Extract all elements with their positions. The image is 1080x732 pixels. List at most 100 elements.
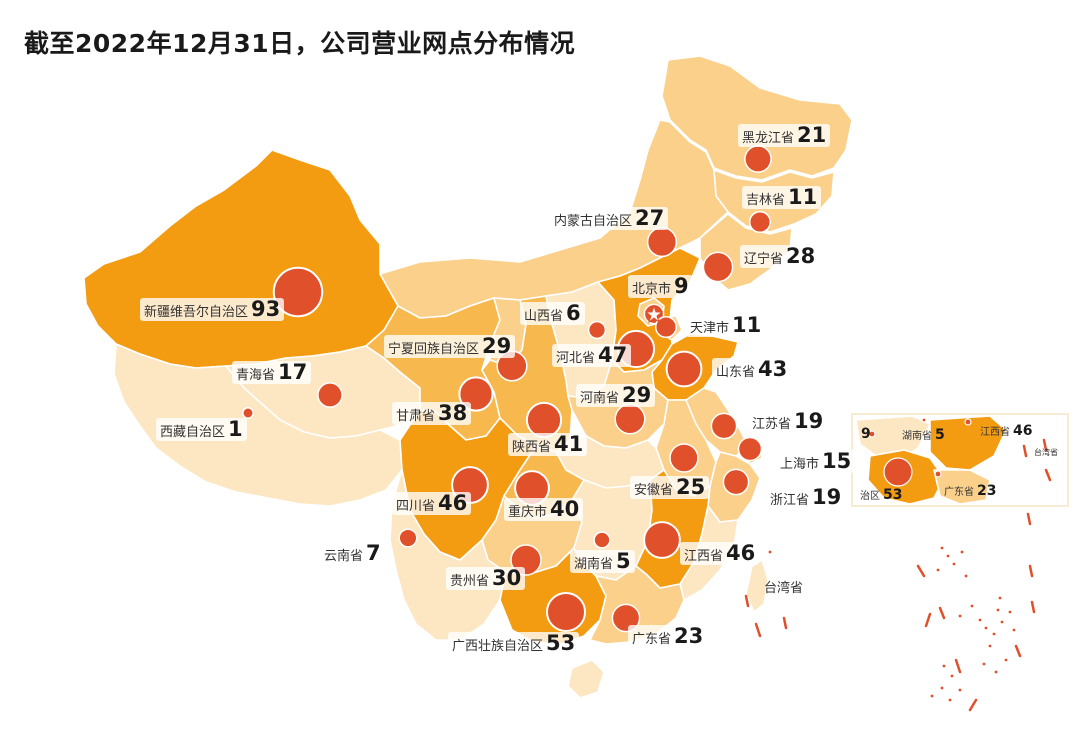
province-count: 25 (676, 475, 706, 499)
province-count: 23 (674, 624, 704, 648)
boundary-dash-9 (1022, 444, 1028, 458)
bubble-河南省[interactable] (614, 403, 646, 435)
province-count: 5 (616, 549, 631, 573)
label-guangxi: 广西壮族自治区 53 (448, 631, 580, 655)
inset-region-east (929, 415, 1007, 471)
inset-label-6: 广东省 23 (940, 482, 1000, 499)
boundary-dash-3 (954, 658, 962, 674)
inset-bubble-3 (883, 457, 913, 487)
label-ningxia: 宁夏回族自治区 29 (384, 334, 516, 358)
label-guangdong: 广东省 23 (628, 624, 708, 648)
province-name: 广东省 (632, 632, 672, 647)
inset-count: 9 (861, 426, 871, 442)
boundary-dash-10 (1042, 438, 1048, 452)
bubble-新疆维吾尔自治区[interactable] (272, 266, 324, 318)
province-name: 内蒙古自治区 (554, 214, 633, 229)
inset-bubble-4 (934, 470, 942, 478)
region-heilongjiang[interactable] (661, 55, 853, 181)
bubble-山东省[interactable] (665, 350, 703, 388)
label-jilin: 吉林省 11 (742, 185, 822, 209)
bubble-内蒙古自治区[interactable] (646, 226, 678, 258)
island-dot-7 (984, 626, 988, 630)
label-neimenggu: 内蒙古自治区 27 (550, 207, 669, 230)
province-name: 浙江省 (770, 493, 810, 508)
inset-name: 湖南省 (902, 431, 932, 442)
province-count: 29 (482, 334, 512, 358)
province-count: 28 (786, 244, 816, 268)
boundary-dash-12 (754, 622, 762, 638)
province-count: 43 (758, 357, 788, 381)
label-yunnan: 云南省 7 (320, 542, 385, 565)
label-hebei: 河北省 47 (552, 344, 632, 367)
inset-name: 江西省 (980, 427, 1010, 438)
bubble-吉林省[interactable] (748, 210, 772, 234)
bubble-青海省[interactable] (317, 382, 343, 408)
bubble-云南省[interactable] (398, 528, 418, 548)
province-name: 宁夏回族自治区 (388, 342, 480, 357)
bubble-黑龙江省[interactable] (744, 145, 772, 173)
inset-bubble-0 (868, 430, 876, 438)
island-dot-19 (940, 686, 944, 690)
province-name: 湖南省 (574, 557, 614, 572)
island-dot-28 (768, 550, 772, 554)
island-dot-2 (952, 562, 956, 566)
bubble-浙江省[interactable] (722, 468, 750, 496)
province-count: 53 (546, 631, 576, 655)
label-shanghai: 上海市 15 (776, 450, 856, 473)
province-count: 11 (788, 185, 818, 209)
island-dot-17 (950, 674, 954, 678)
label-hunan: 湖南省 5 (570, 550, 635, 573)
island-dot-22 (1012, 628, 1016, 632)
inset-name: 广东省 (944, 487, 974, 498)
boundary-dash-2 (924, 612, 932, 628)
province-name: 云南省 (324, 549, 364, 564)
label-henan: 河南省 29 (576, 383, 656, 407)
bubble-山西省[interactable] (587, 320, 607, 340)
island-dot-10 (1008, 610, 1012, 614)
inset-label-4: 台湾省 (1030, 446, 1065, 459)
bubble-西藏自治区[interactable] (242, 407, 254, 419)
bubble-辽宁省[interactable] (702, 251, 734, 283)
inset-label-2: 湖南省 5 (898, 426, 949, 443)
province-name: 台湾省 (764, 581, 804, 596)
inset-label-3: 江西省 46 (976, 422, 1036, 439)
bubble-广东省[interactable] (611, 603, 641, 633)
province-count: 7 (366, 541, 381, 565)
island-dot-9 (1000, 620, 1004, 624)
province-name: 辽宁省 (744, 252, 784, 267)
island-dot-25 (958, 614, 962, 618)
province-name: 西藏自治区 (160, 425, 226, 440)
boundary-dash-7 (1028, 564, 1034, 578)
bubble-天津市[interactable] (654, 315, 678, 339)
bubble-湖南省[interactable] (593, 531, 611, 549)
south-china-sea-islands (744, 438, 1052, 712)
boundary-dash-4 (968, 698, 978, 712)
province-name: 贵州省 (450, 574, 490, 589)
bubble-广西壮族自治区[interactable] (546, 592, 586, 632)
island-dot-20 (930, 694, 934, 698)
island-dot-8 (992, 632, 996, 636)
inset-bubble-1 (921, 417, 927, 423)
province-count: 29 (622, 383, 652, 407)
island-dot-11 (996, 608, 1000, 612)
province-name: 天津市 (690, 321, 730, 336)
label-xizang: 西藏自治区 1 (156, 418, 247, 441)
inset-name: 治区 (860, 491, 880, 502)
region-xinjiang[interactable] (83, 149, 399, 369)
region-yunnan[interactable] (389, 469, 507, 641)
bubble-安徽省[interactable] (669, 443, 699, 473)
inset-count: 46 (1013, 423, 1033, 439)
inset-label-5: 治区 53 (856, 486, 906, 503)
label-tianjin: 天津市 11 (686, 314, 766, 337)
bubble-上海市[interactable] (737, 436, 763, 462)
region-hainan[interactable] (567, 659, 605, 699)
boundary-dash-8 (1026, 512, 1032, 526)
region-taiwan[interactable] (745, 559, 769, 613)
bubble-江西省[interactable] (643, 521, 681, 559)
label-jiangsu: 江苏省 19 (748, 410, 828, 433)
province-name: 陕西省 (512, 440, 552, 455)
label-shanxi: 山西省 6 (520, 302, 585, 325)
bubble-江苏省[interactable] (710, 412, 738, 440)
boundary-dash-5 (1014, 644, 1022, 658)
